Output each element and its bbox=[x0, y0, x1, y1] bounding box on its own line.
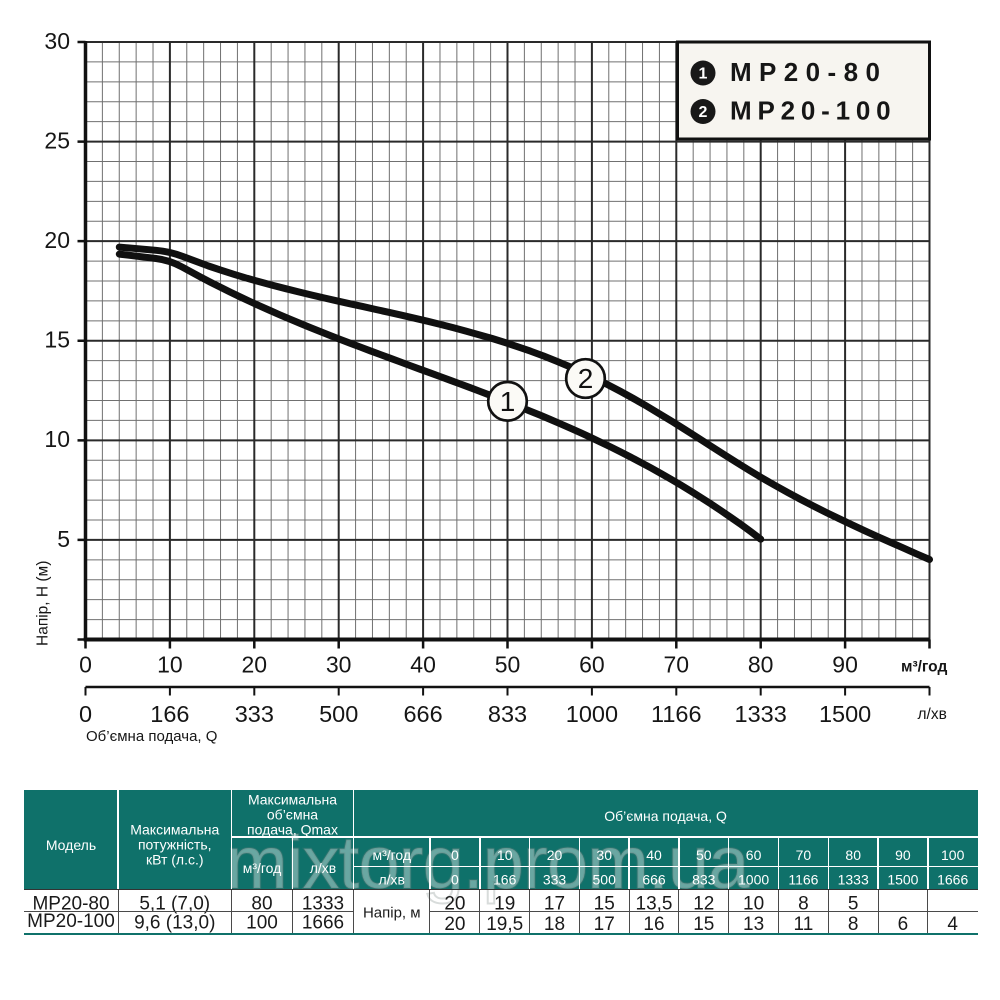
svg-text:0: 0 bbox=[79, 652, 92, 678]
svg-text:25: 25 bbox=[44, 128, 70, 154]
svg-text:10: 10 bbox=[157, 652, 183, 678]
svg-text:MP20-100: MP20-100 bbox=[730, 96, 896, 126]
svg-text:1: 1 bbox=[500, 386, 516, 417]
svg-text:666: 666 bbox=[403, 701, 442, 727]
svg-text:30: 30 bbox=[326, 652, 352, 678]
svg-text:л/хв: л/хв bbox=[918, 706, 947, 723]
svg-text:1166: 1166 bbox=[651, 701, 702, 727]
svg-text:20: 20 bbox=[44, 227, 70, 253]
svg-text:833: 833 bbox=[488, 701, 527, 727]
svg-text:1000: 1000 bbox=[566, 701, 618, 727]
svg-text:2: 2 bbox=[578, 363, 594, 394]
svg-text:м³/год: м³/год bbox=[901, 659, 947, 676]
svg-text:166: 166 bbox=[150, 701, 189, 727]
svg-text:50: 50 bbox=[495, 652, 521, 678]
svg-text:333: 333 bbox=[235, 701, 274, 727]
svg-text:MP20-80: MP20-80 bbox=[730, 57, 887, 87]
svg-text:80: 80 bbox=[748, 652, 774, 678]
svg-text:70: 70 bbox=[664, 652, 690, 678]
svg-text:5: 5 bbox=[57, 526, 70, 552]
svg-text:1333: 1333 bbox=[735, 701, 787, 727]
svg-text:500: 500 bbox=[319, 701, 358, 727]
svg-text:1: 1 bbox=[699, 66, 708, 83]
svg-text:30: 30 bbox=[44, 28, 70, 54]
svg-text:40: 40 bbox=[410, 652, 436, 678]
svg-text:2: 2 bbox=[699, 104, 708, 121]
svg-text:Об’ємна подача, Q: Об’ємна подача, Q bbox=[86, 728, 217, 745]
svg-text:90: 90 bbox=[832, 652, 858, 678]
svg-text:10: 10 bbox=[44, 426, 70, 452]
svg-text:Напір, H (м): Напір, H (м) bbox=[35, 561, 52, 646]
svg-text:15: 15 bbox=[44, 327, 70, 353]
svg-text:1500: 1500 bbox=[819, 701, 871, 727]
svg-text:20: 20 bbox=[242, 652, 268, 678]
svg-text:0: 0 bbox=[79, 701, 92, 727]
svg-text:60: 60 bbox=[579, 652, 605, 678]
